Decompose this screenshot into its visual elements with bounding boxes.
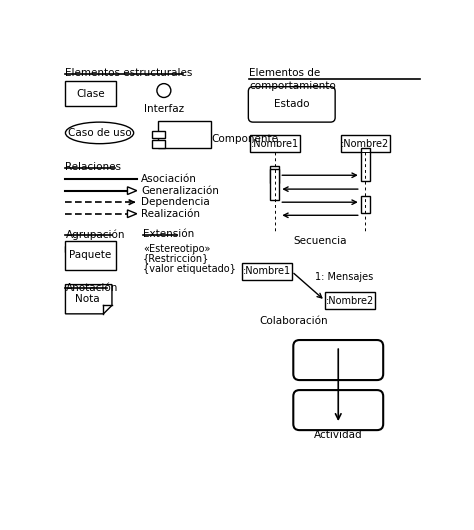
Text: :Nombre2: :Nombre2 [341,139,390,149]
Text: Nota: Nota [75,294,100,304]
Text: Colaboración: Colaboración [260,316,328,326]
Text: «Estereotipo»: «Estereotipo» [143,244,210,254]
Text: Asociación: Asociación [141,174,197,184]
FancyBboxPatch shape [361,148,370,181]
FancyBboxPatch shape [65,81,116,106]
FancyBboxPatch shape [361,196,370,213]
FancyBboxPatch shape [65,246,82,252]
Text: 1: Mensajes: 1: Mensajes [315,272,373,282]
Text: Secuencia: Secuencia [293,236,346,246]
FancyBboxPatch shape [65,241,116,270]
FancyBboxPatch shape [270,166,279,183]
Text: Dependencia: Dependencia [141,197,210,207]
FancyBboxPatch shape [293,390,383,430]
Text: Paquete: Paquete [69,250,111,260]
Ellipse shape [65,122,134,144]
Polygon shape [65,285,112,314]
Text: :Nombre1: :Nombre1 [243,267,291,277]
FancyBboxPatch shape [325,292,374,309]
Text: Actividad: Actividad [314,430,363,440]
Text: Relaciones: Relaciones [65,162,121,172]
Text: Extensión: Extensión [143,229,194,239]
FancyBboxPatch shape [152,140,164,147]
Text: Realización: Realización [141,209,201,219]
FancyBboxPatch shape [341,135,390,152]
Text: Componente: Componente [211,135,278,145]
Text: Caso de uso: Caso de uso [68,128,131,138]
Text: Interfaz: Interfaz [144,104,184,113]
FancyBboxPatch shape [248,87,335,122]
Text: :Nombre2: :Nombre2 [326,296,374,306]
FancyBboxPatch shape [158,121,211,148]
FancyBboxPatch shape [270,169,279,200]
Text: Anotación: Anotación [65,283,118,293]
Text: Agrupación: Agrupación [65,229,125,240]
Text: :Nombre1: :Nombre1 [251,139,299,149]
FancyBboxPatch shape [242,263,292,280]
Text: Estado: Estado [274,100,310,109]
Text: Generalización: Generalización [141,186,219,196]
FancyBboxPatch shape [152,130,164,138]
FancyBboxPatch shape [250,135,300,152]
Text: {Restricción}: {Restricción} [143,254,210,264]
Text: {valor etiquetado}: {valor etiquetado} [143,264,236,274]
FancyBboxPatch shape [293,340,383,380]
Text: Elementos estructurales: Elementos estructurales [65,68,193,78]
Text: Clase: Clase [76,89,105,99]
Text: Elementos de
comportamiento: Elementos de comportamiento [249,68,336,91]
